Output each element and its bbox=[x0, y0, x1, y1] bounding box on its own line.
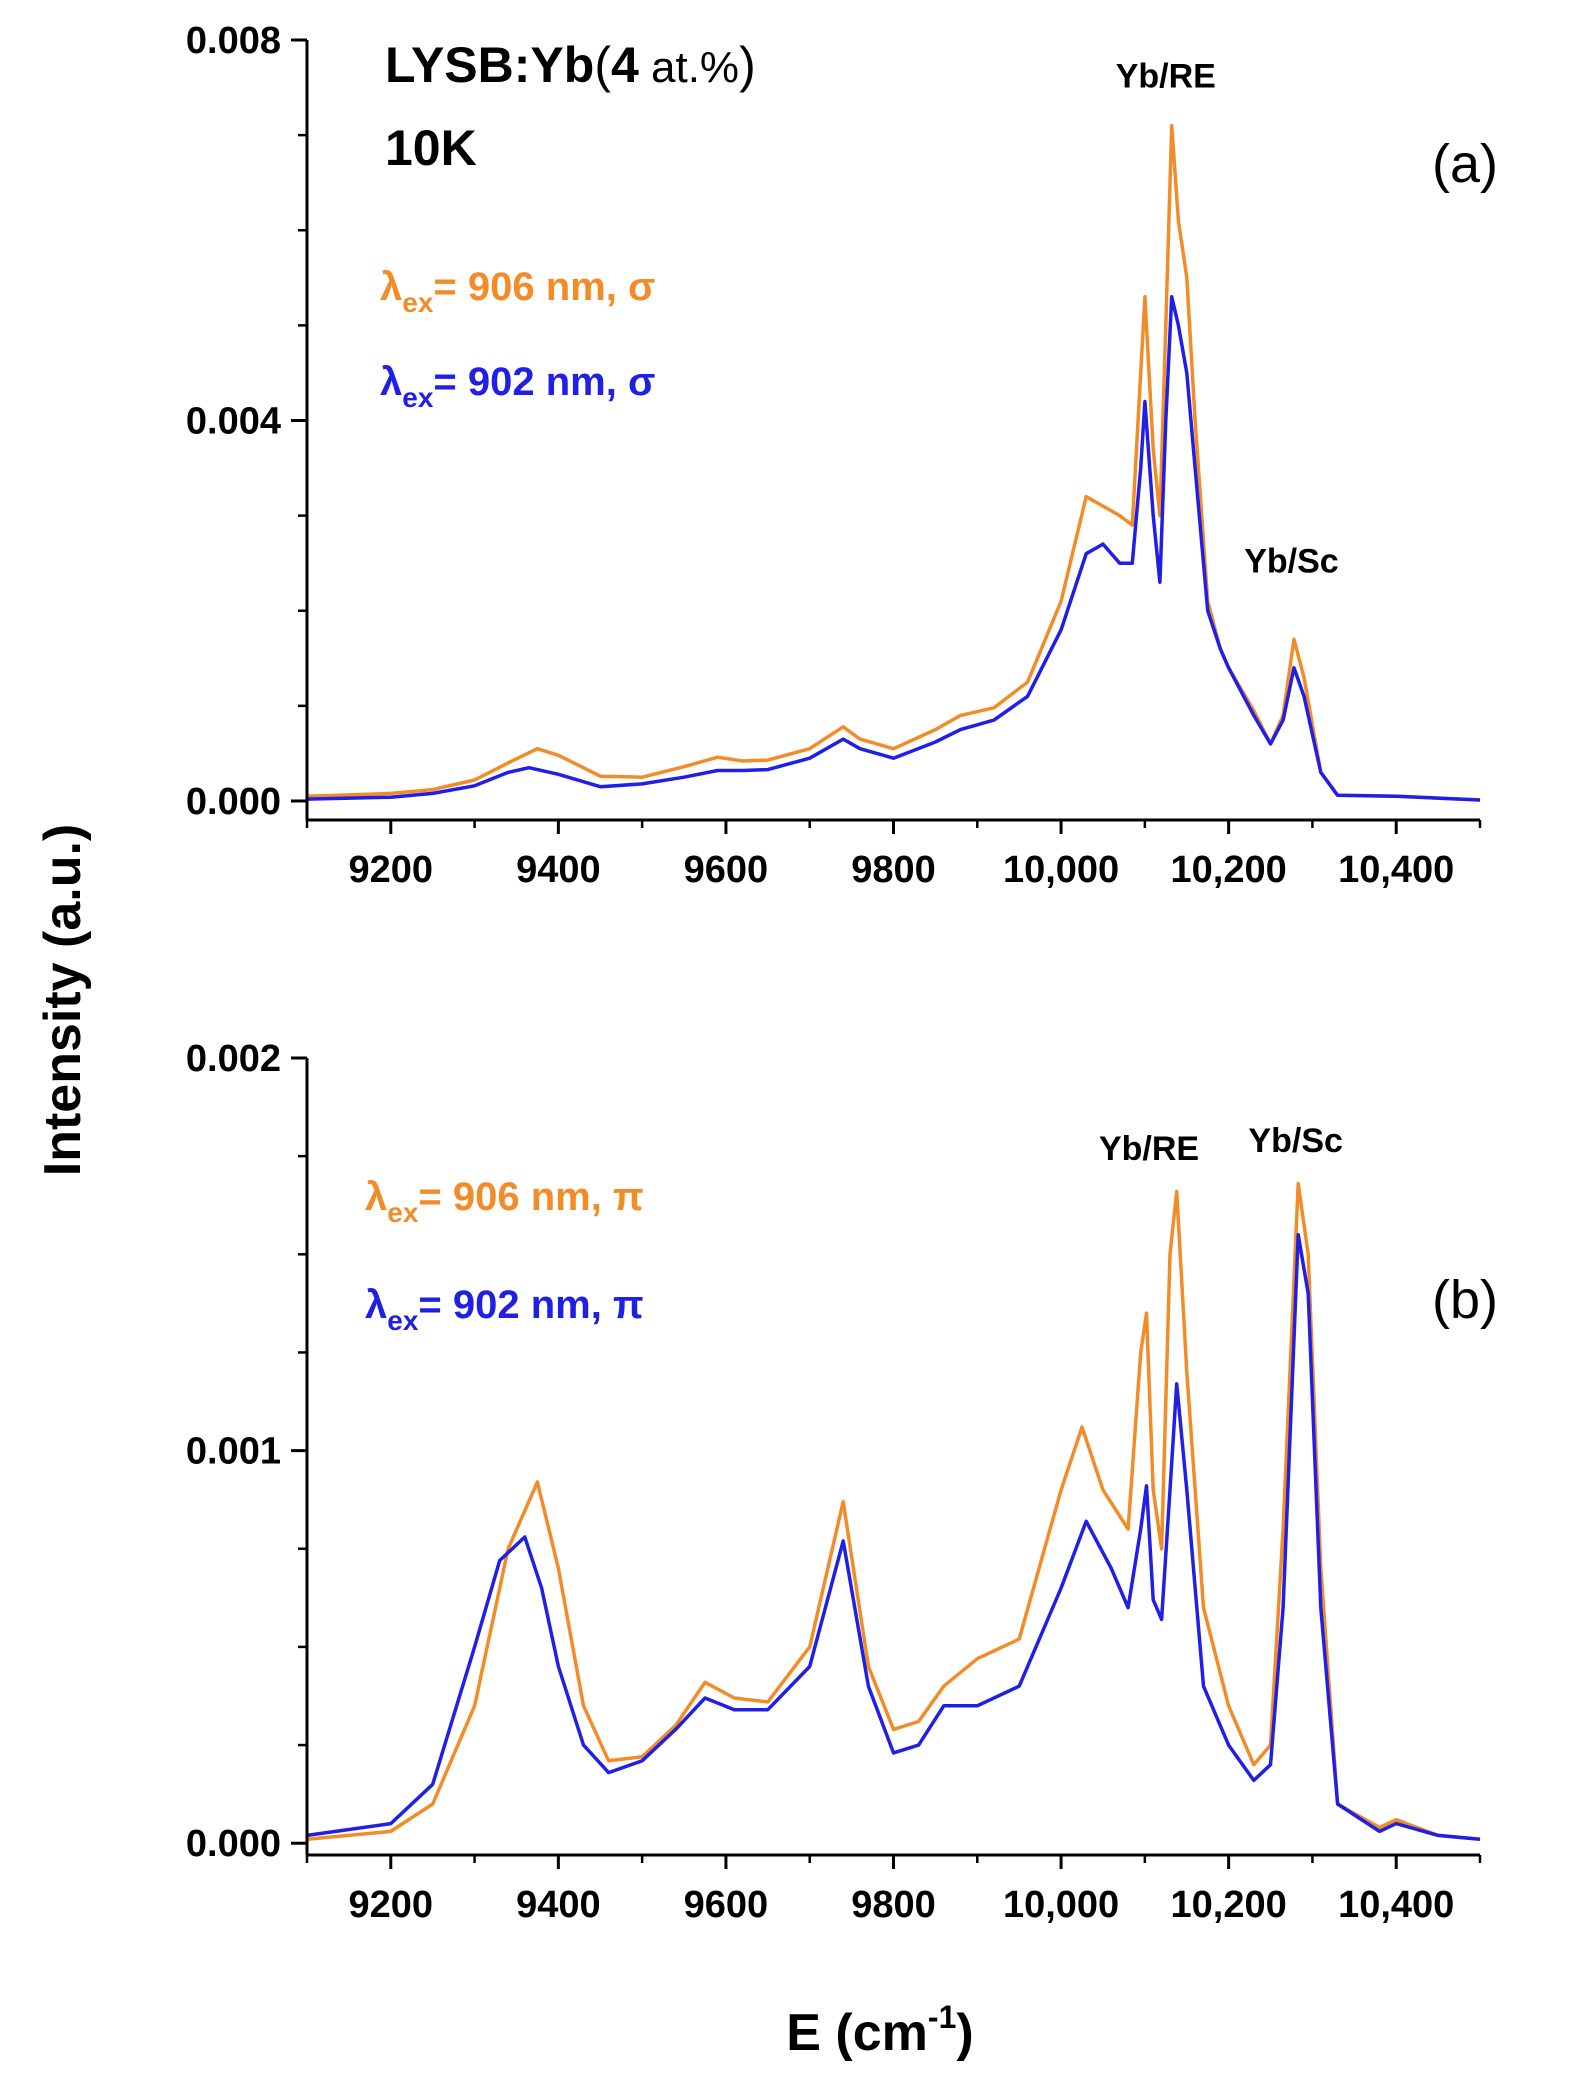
x-tick-label: 9600 bbox=[684, 849, 769, 891]
x-tick-label: 10,000 bbox=[1003, 1884, 1119, 1926]
y-tick-label: 0.000 bbox=[186, 1823, 281, 1865]
y-tick-label: 0.004 bbox=[186, 400, 281, 442]
y-tick-label: 0.000 bbox=[186, 781, 281, 823]
x-tick-label: 9400 bbox=[516, 1884, 601, 1926]
panel-b-peak-labels: Yb/RE Yb/Sc bbox=[1099, 1122, 1343, 1168]
panel-b-axes: 9200 9400 9600 9800 10,000 10,200 10,400 0.000 0… bbox=[186, 1038, 1482, 1926]
series-line-orange bbox=[306, 1181, 1481, 1842]
y-tick-label: 0.002 bbox=[186, 1038, 281, 1080]
sample-conc-unit: at.% bbox=[639, 43, 739, 92]
legend-lambda: λ bbox=[380, 265, 402, 309]
legend-text: = 902 nm, π bbox=[418, 1283, 643, 1327]
sample-name: LYSB:Yb(4 at.%) bbox=[385, 37, 756, 93]
sample-conc-value: 4 bbox=[611, 37, 639, 93]
panel-b-tag: (b) bbox=[1432, 1270, 1498, 1330]
legend-lambda: λ bbox=[365, 1175, 387, 1219]
x-tick-label: 10,200 bbox=[1171, 1884, 1287, 1926]
legend-subscript: ex bbox=[402, 287, 434, 318]
legend-lambda: λ bbox=[365, 1283, 387, 1327]
sample-temperature: 10K bbox=[385, 120, 477, 176]
legend-subscript: ex bbox=[387, 1197, 419, 1228]
panel-b: 9200 9400 9600 9800 10,000 10,200 10,400 0.000 0… bbox=[186, 1038, 1498, 1926]
x-axis-title-base: E (cm bbox=[786, 2004, 928, 2062]
panel-b-legend: λex= 906 nm, π λex= 902 nm, π bbox=[365, 1175, 644, 1336]
sample-conc-open: ( bbox=[594, 37, 611, 93]
legend-subscript: ex bbox=[402, 382, 434, 413]
x-tick-label: 9200 bbox=[349, 1884, 434, 1926]
peak-label: Yb/RE bbox=[1116, 58, 1216, 96]
x-tick-label: 9200 bbox=[349, 849, 434, 891]
panel-a-peak-labels: Yb/RE Yb/Sc bbox=[1116, 58, 1339, 581]
x-tick-label: 10,400 bbox=[1338, 1884, 1454, 1926]
x-axis-title-superscript: -1 bbox=[928, 1999, 956, 2035]
panel-a: 9200 9400 9600 9800 10,000 10,200 10,400 0.000 0… bbox=[186, 20, 1498, 891]
x-axis-title: E (cm-1) bbox=[786, 1999, 973, 2062]
panel-a-legend-orange: λex= 906 nm, σ bbox=[380, 265, 655, 318]
panel-a-series bbox=[306, 123, 1481, 802]
y-tick-label: 0.001 bbox=[186, 1431, 281, 1473]
sample-conc-close: ) bbox=[739, 37, 756, 93]
panel-a-axes: 9200 9400 9600 9800 10,000 10,200 10,400 0.000 0… bbox=[186, 20, 1482, 891]
panel-a-legend-blue: λex= 902 nm, σ bbox=[380, 360, 655, 413]
legend-text: = 906 nm, σ bbox=[433, 265, 655, 309]
panel-b-legend-blue: λex= 902 nm, π bbox=[365, 1283, 644, 1336]
x-tick-label: 10,000 bbox=[1003, 849, 1119, 891]
panel-a-tag: (a) bbox=[1432, 134, 1498, 194]
x-tick-label: 10,400 bbox=[1338, 849, 1454, 891]
legend-lambda: λ bbox=[380, 360, 402, 404]
panel-b-series bbox=[306, 1181, 1481, 1842]
y-tick-label: 0.008 bbox=[186, 20, 281, 62]
peak-label: Yb/Sc bbox=[1244, 543, 1338, 581]
panel-a-legend: λex= 906 nm, σ λex= 902 nm, σ bbox=[380, 265, 655, 413]
x-tick-label: 9400 bbox=[516, 849, 601, 891]
sample-name-text: LYSB:Yb bbox=[385, 37, 594, 93]
legend-text: = 906 nm, π bbox=[418, 1175, 643, 1219]
peak-label: Yb/Sc bbox=[1248, 1122, 1342, 1160]
x-tick-label: 9800 bbox=[851, 1884, 936, 1926]
x-tick-label: 10,200 bbox=[1171, 849, 1287, 891]
peak-label: Yb/RE bbox=[1099, 1130, 1199, 1168]
series-line-blue bbox=[306, 1232, 1481, 1842]
panel-b-legend-orange: λex= 906 nm, π bbox=[365, 1175, 644, 1228]
y-axis-title: Intensity (a.u.) bbox=[34, 824, 92, 1176]
x-axis-title-close: ) bbox=[956, 2004, 973, 2062]
legend-subscript: ex bbox=[387, 1305, 419, 1336]
x-tick-label: 9800 bbox=[851, 849, 936, 891]
x-tick-label: 9600 bbox=[684, 1884, 769, 1926]
series-line-blue bbox=[306, 295, 1481, 802]
legend-text: = 902 nm, σ bbox=[433, 360, 655, 404]
